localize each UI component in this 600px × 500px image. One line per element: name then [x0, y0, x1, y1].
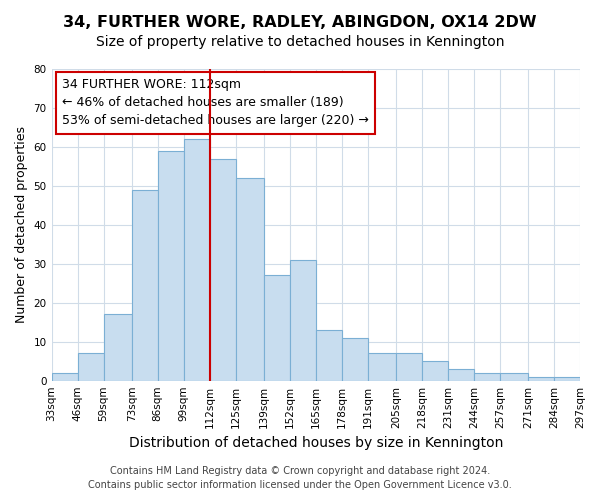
Bar [554, 377, 580, 380]
Text: Size of property relative to detached houses in Kennington: Size of property relative to detached ho… [96, 35, 504, 49]
Text: Contains HM Land Registry data © Crown copyright and database right 2024.
Contai: Contains HM Land Registry data © Crown c… [88, 466, 512, 490]
Bar [474, 373, 500, 380]
Text: 34, FURTHER WORE, RADLEY, ABINGDON, OX14 2DW: 34, FURTHER WORE, RADLEY, ABINGDON, OX14… [63, 15, 537, 30]
Bar [316, 330, 342, 380]
Bar [290, 260, 316, 380]
Bar [236, 178, 264, 380]
Bar [77, 354, 104, 380]
Bar [528, 377, 554, 380]
Bar [209, 158, 236, 380]
Bar [500, 373, 528, 380]
Y-axis label: Number of detached properties: Number of detached properties [15, 126, 28, 324]
Bar [184, 139, 209, 380]
X-axis label: Distribution of detached houses by size in Kennington: Distribution of detached houses by size … [128, 436, 503, 450]
Bar [131, 190, 158, 380]
Bar [368, 354, 396, 380]
Bar [158, 151, 184, 380]
Bar [342, 338, 368, 380]
Bar [448, 369, 474, 380]
Bar [422, 361, 448, 380]
Bar [104, 314, 131, 380]
Text: 34 FURTHER WORE: 112sqm
← 46% of detached houses are smaller (189)
53% of semi-d: 34 FURTHER WORE: 112sqm ← 46% of detache… [62, 78, 369, 128]
Bar [396, 354, 422, 380]
Bar [52, 373, 77, 380]
Bar [264, 276, 290, 380]
